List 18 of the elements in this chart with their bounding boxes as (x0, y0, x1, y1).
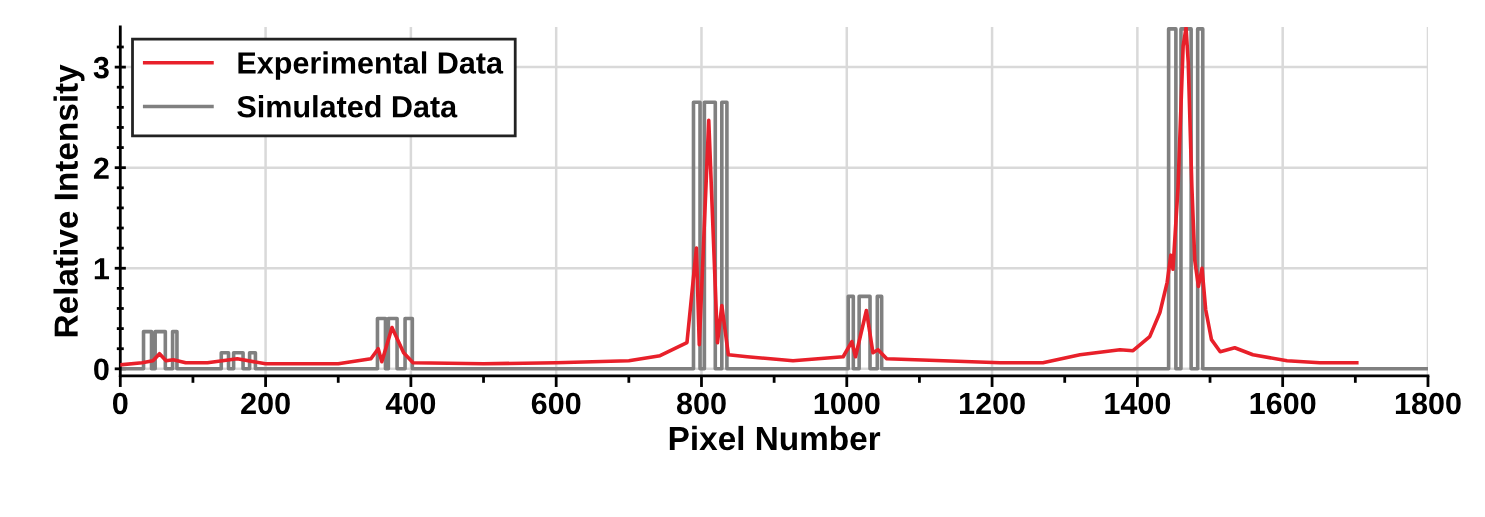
y-tick-label: 3 (93, 56, 109, 79)
y-tick-label: 2 (93, 157, 109, 179)
x-tick-label: 400 (385, 392, 436, 415)
y-axis-title: Relative Intensity (53, 64, 85, 337)
x-tick-label: 0 (113, 392, 128, 415)
x-tick-label: 200 (241, 392, 290, 415)
x-tick-label: 1400 (1105, 392, 1171, 415)
x-tick-label: 1000 (814, 392, 880, 415)
x-axis-title: Pixel Number (669, 425, 881, 451)
legend-label: Simulated Data (237, 95, 458, 118)
x-tick-label: 800 (676, 392, 726, 415)
y-tick-label: 0 (94, 358, 109, 381)
y-tick-label: 1 (94, 258, 110, 280)
x-tick-label: 1200 (960, 392, 1025, 415)
legend-label: Experimental Data (238, 51, 504, 80)
x-tick-label: 1800 (1395, 392, 1461, 415)
x-tick-label: 1600 (1250, 392, 1316, 415)
x-tick-label: 600 (531, 392, 581, 415)
